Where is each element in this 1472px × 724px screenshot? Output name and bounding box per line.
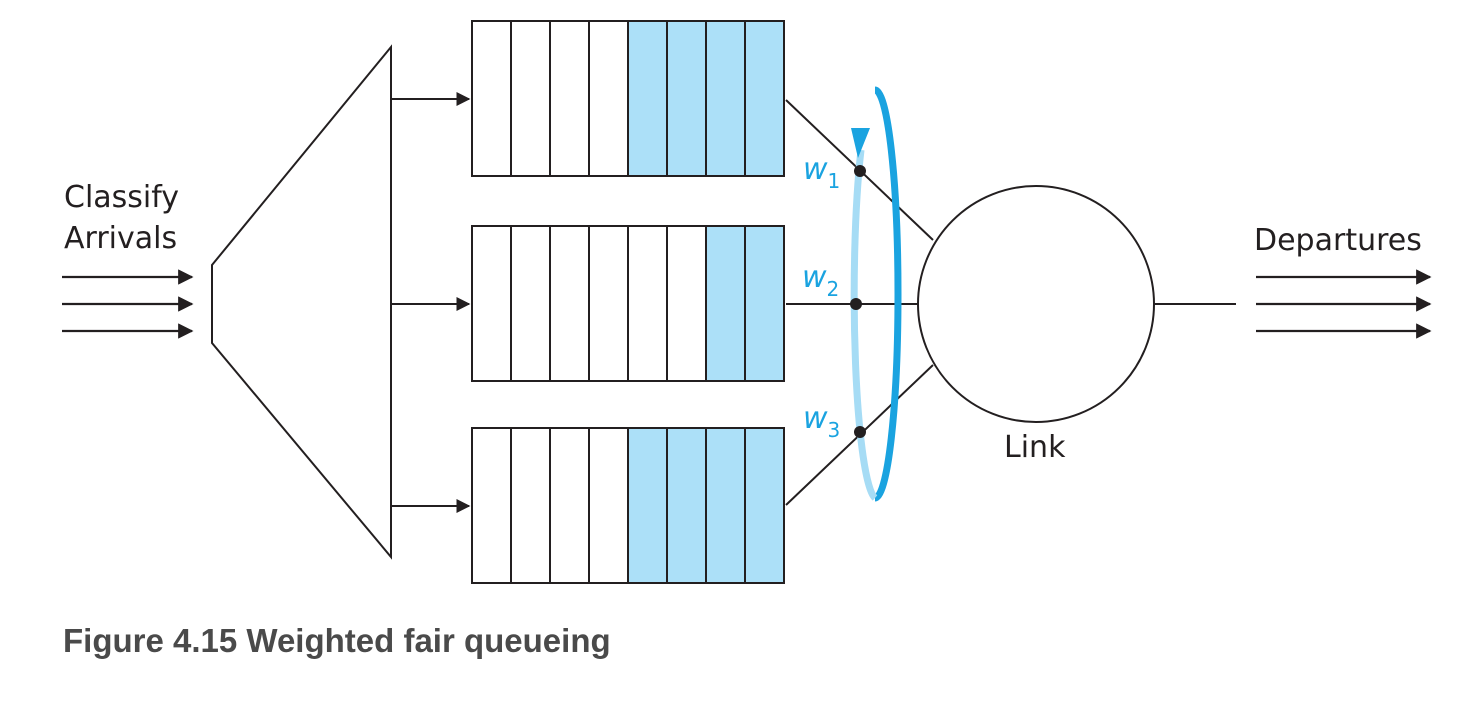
weight-symbol-1: w [803,152,828,187]
queue-cell-empty [471,427,512,584]
queue-cell-empty [510,20,551,177]
figure-caption: Figure 4.15 Weighted fair queueing [63,622,611,659]
queue-2 [471,225,785,382]
link-label: Link [1004,430,1066,465]
queue-cell-empty [588,427,629,584]
scheduler-loop-front [874,86,902,502]
weight-label-3: w3 [803,401,840,442]
weight-symbol-2: w [802,260,827,295]
queue-cell-packet [627,20,668,177]
queue-cell-empty [588,225,629,382]
queue-1 [471,20,785,177]
weight-point-1 [854,165,866,177]
classifier-outputs [391,92,471,513]
scheduler-direction-arrowhead [851,128,870,158]
queue-cell-empty [510,225,551,382]
weight-label-1: w1 [803,152,840,193]
queue-cell-packet [705,225,746,382]
weight-subscript-3: 3 [828,418,841,442]
departure-arrows [1256,269,1432,339]
queue-cell-empty [471,225,512,382]
arrivals-label: Arrivals [64,221,177,256]
weight-label-2: w2 [802,260,839,301]
queue-cell-empty [510,427,551,584]
queue-cell-empty [471,20,512,177]
queue-cell-packet [744,20,785,177]
queue-cell-packet [705,427,746,584]
queue-cell-packet [744,225,785,382]
link-circle [917,185,1155,423]
queue-cell-empty [588,20,629,177]
queue-cell-packet [744,427,785,584]
classify-label: Classify [64,180,179,215]
queue-cell-packet [666,427,707,584]
weight-subscript-2: 2 [827,277,840,301]
queue-cell-packet [666,20,707,177]
scheduler-loop-back [850,149,878,501]
queue-cell-empty [549,225,590,382]
arrival-arrows [62,269,194,339]
queue-3 [471,427,785,584]
queue-cell-empty [666,225,707,382]
weight-point-3 [854,426,866,438]
queue-cell-packet [627,427,668,584]
queue-cell-empty [627,225,668,382]
weight-symbol-3: w [803,401,828,436]
classifier-shape [211,44,392,560]
departures-label: Departures [1254,223,1422,258]
queue-cell-empty [549,427,590,584]
weight-subscript-1: 1 [828,169,841,193]
weight-point-2 [850,298,862,310]
queue-cell-packet [705,20,746,177]
queue-cell-empty [549,20,590,177]
